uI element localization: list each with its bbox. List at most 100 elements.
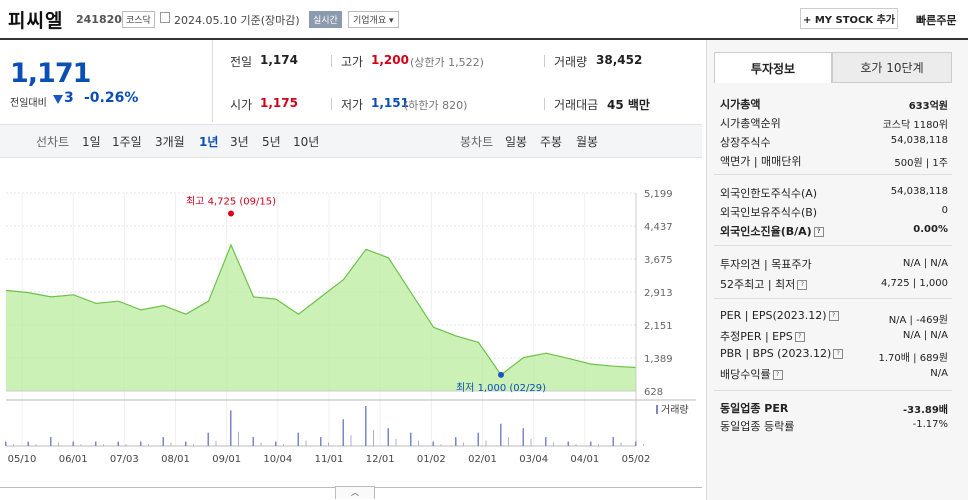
volume-bar <box>485 440 487 446</box>
calendar-icon <box>160 12 170 23</box>
low-value: 1,151 <box>371 96 409 110</box>
volume-bar <box>117 441 119 446</box>
volume-bar <box>297 432 299 446</box>
period-1y[interactable]: 1년 <box>199 135 219 149</box>
tab-quote-10[interactable]: 호가 10단계 <box>832 52 952 83</box>
period-3m[interactable]: 3개월 <box>155 135 185 149</box>
help-icon[interactable]: ? <box>833 349 844 359</box>
volume-bar <box>238 431 239 446</box>
candle-weekly[interactable]: 주봉 <box>540 135 563 149</box>
volume-bar <box>432 441 434 446</box>
pbr-bps-label: PBR | BPS (2023.12)? <box>720 347 844 360</box>
change-percent: -0.26% <box>84 90 139 106</box>
quick-order-button[interactable]: 빠른주문 <box>916 14 957 27</box>
volume-bar <box>275 441 277 446</box>
volume-bar <box>522 428 524 446</box>
volume-bar <box>387 428 389 446</box>
candle-daily[interactable]: 일봉 <box>505 135 528 149</box>
divider <box>714 298 952 299</box>
x-tick-label: 08/01 <box>161 454 190 465</box>
volume-value: 38,452 <box>596 53 643 67</box>
volume-bar <box>125 444 127 446</box>
industry-per-label[interactable]: 동일업종 PER <box>720 402 789 415</box>
volume-bar <box>260 442 262 446</box>
listed-shares-label: 상장주식수 <box>720 136 771 149</box>
period-1d[interactable]: 1일 <box>82 135 101 149</box>
max-marker <box>228 210 234 217</box>
volume-bar <box>373 430 374 446</box>
foreign-rate-value: 0.00% <box>913 224 948 235</box>
divider <box>714 245 952 246</box>
company-info-button[interactable]: 기업개요 ▾ <box>348 11 399 28</box>
volume-bar <box>27 441 29 446</box>
opinion-value: N/A | N/A <box>902 258 948 269</box>
dividend-value: N/A <box>930 368 948 379</box>
volume-bar <box>575 444 577 446</box>
current-price: 1,171 <box>10 58 91 89</box>
foreign-hold-label: 외국인보유주식수(B) <box>720 206 818 219</box>
y-tick-label: 628 <box>644 387 663 398</box>
help-icon[interactable]: ? <box>794 332 805 342</box>
foreign-limit-value: 54,038,118 <box>890 186 948 197</box>
y-tick-label: 1,389 <box>644 354 673 365</box>
volume-bar <box>140 441 142 446</box>
change-label: 전일대비 <box>10 98 47 109</box>
volume-bar <box>567 441 569 446</box>
help-icon[interactable]: ? <box>828 311 839 321</box>
period-3y[interactable]: 3년 <box>230 135 249 149</box>
tab-invest-info[interactable]: 투자정보 <box>714 52 832 83</box>
foreign-rate-label: 외국인소진율(B/A)? <box>720 223 824 239</box>
amount-value: 45 백만 <box>607 98 650 112</box>
high-label: 고가 <box>341 55 364 69</box>
volume-bar <box>320 437 322 446</box>
est-per-label: 추정PER | EPS? <box>720 328 805 344</box>
volume-bar <box>80 444 82 446</box>
volume-bar <box>162 437 164 446</box>
volume-label: 거래량 <box>554 55 588 69</box>
opinion-label: 투자의견 | 목표주가 <box>720 258 812 271</box>
x-tick-label: 05/02 <box>622 454 651 465</box>
help-icon[interactable]: ? <box>813 227 824 237</box>
my-stock-add-button[interactable]: + MY STOCK 추가 <box>800 8 898 29</box>
low-label: 저가 <box>341 98 364 112</box>
realtime-button[interactable]: 실시간 <box>309 11 342 28</box>
candle-monthly[interactable]: 월봉 <box>576 135 599 149</box>
volume-bar <box>5 441 7 446</box>
volume-bar <box>553 442 554 446</box>
min-label: 최저 1,000 (02/29) <box>456 382 546 394</box>
y-tick-label: 4,437 <box>644 222 673 233</box>
period-5y[interactable]: 5년 <box>262 135 281 149</box>
foreign-hold-value: 0 <box>941 205 948 216</box>
listed-shares-value: 54,038,118 <box>890 135 948 146</box>
divider <box>212 40 213 122</box>
volume-bar <box>13 444 14 446</box>
volume-bar <box>193 444 194 446</box>
market-cap-value: 633억원 <box>908 101 948 112</box>
pbr-bps-value: 1.70배 | 689원 <box>878 353 948 364</box>
volume-bar <box>328 442 329 446</box>
candle-chart-label: 봉차트 <box>460 135 494 149</box>
per-eps-label: PER | EPS(2023.12)? <box>720 309 839 322</box>
price-chart: 5,199 4,437 3,675 2,913 2,151 1,389 628 05/10 06… <box>5 189 696 465</box>
par-value-value: 500원 | 1주 <box>894 158 948 169</box>
industry-rate-label[interactable]: 동일업종 등락률 <box>720 420 795 433</box>
par-value-label: 액면가 | 매매단위 <box>720 155 802 168</box>
volume-bar <box>230 410 232 446</box>
help-icon[interactable]: ? <box>797 280 808 290</box>
volume-bar <box>545 437 547 446</box>
x-tick-label: 10/04 <box>263 454 292 465</box>
volume-bar <box>455 437 457 446</box>
period-1w[interactable]: 1주일 <box>112 135 142 149</box>
down-triangle-icon <box>53 95 63 104</box>
y-tick-label: 2,913 <box>644 288 673 299</box>
x-tick-label: 09/01 <box>212 454 241 465</box>
collapse-toggle-button[interactable]: ︿ <box>335 486 375 499</box>
period-10y[interactable]: 10년 <box>293 135 320 149</box>
amount-label: 거래대금 <box>554 98 599 112</box>
price-area <box>6 244 636 391</box>
volume-bar <box>35 444 37 446</box>
volume-bar <box>590 441 592 446</box>
help-icon[interactable]: ? <box>772 370 783 380</box>
volume-bar <box>185 441 187 446</box>
volume-bar <box>215 440 217 446</box>
